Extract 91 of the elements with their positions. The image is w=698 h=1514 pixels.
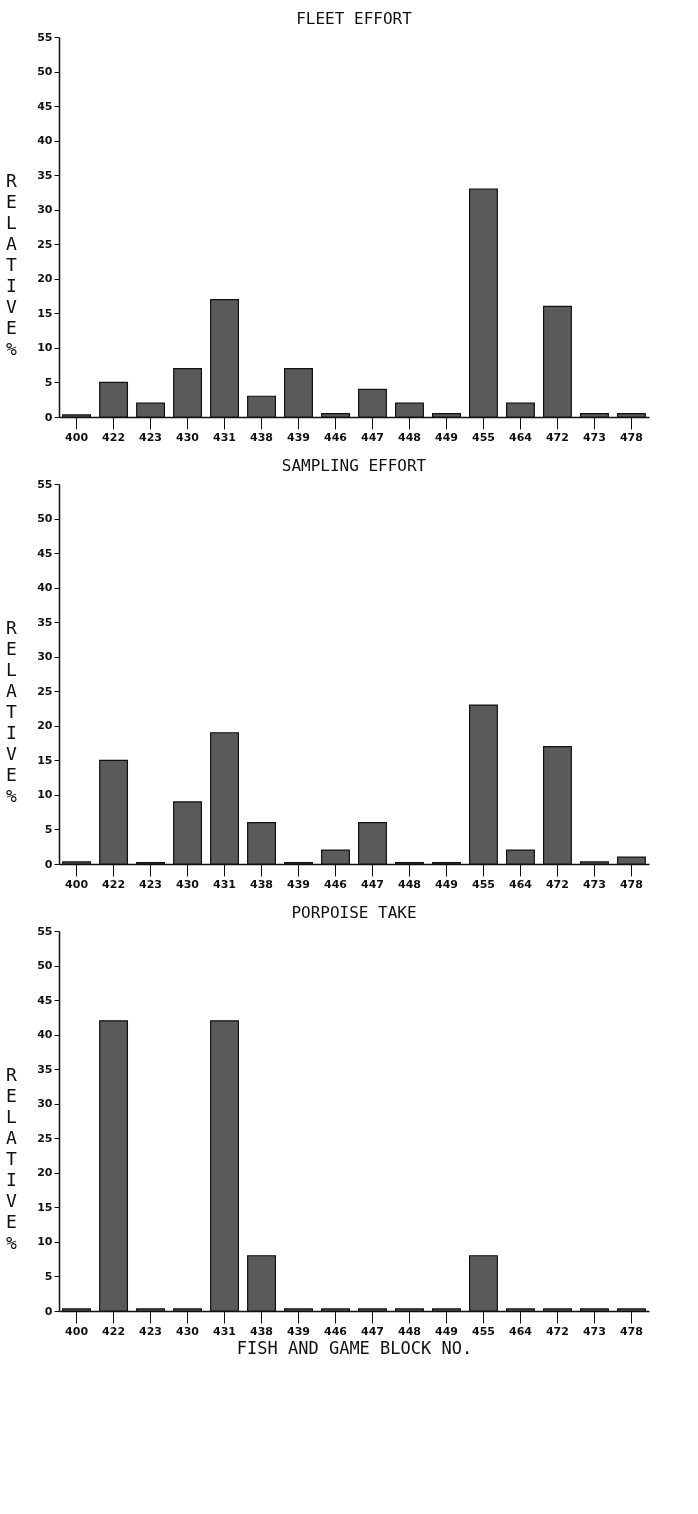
x-tick-label: 455 — [471, 877, 495, 891]
x-tick-label: 455 — [471, 1324, 495, 1338]
x-tick-label: 446 — [324, 877, 348, 891]
y-tick-label: 45 — [37, 546, 53, 560]
x-tick-label: 448 — [398, 430, 421, 444]
y-tick-label: 25 — [37, 684, 53, 698]
x-tick-label: 439 — [287, 1324, 310, 1338]
x-tick-label: 478 — [619, 1324, 643, 1338]
y-tick-label: 55 — [37, 924, 53, 938]
x-tick-label: 422 — [102, 1324, 126, 1338]
x-tick-label: 430 — [176, 877, 200, 891]
y-tick-label: 55 — [37, 477, 53, 491]
y-tick-label: 40 — [37, 581, 53, 595]
text: RELATIVE % — [6, 1064, 17, 1253]
chart-title: SAMPLING EFFORT — [281, 456, 427, 475]
y-tick-label: 50 — [37, 65, 53, 79]
x-tick-label: 422 — [102, 430, 126, 444]
x-tick-label: 438 — [250, 877, 274, 891]
y-tick-label: 5 — [44, 1269, 53, 1283]
y-tick-label: 45 — [37, 993, 53, 1007]
y-tick-label: 15 — [37, 1200, 53, 1214]
x-tick-label: 447 — [361, 877, 384, 891]
x-tick-label: 464 — [508, 430, 533, 444]
x-tick-label: 423 — [139, 430, 163, 444]
chart-title: FLEET EFFORT — [296, 9, 413, 28]
y-tick-label: 5 — [44, 822, 53, 836]
y-tick-label: 40 — [37, 134, 53, 148]
x-tick-label: 431 — [213, 1324, 237, 1338]
y-tick-label: 15 — [37, 753, 53, 767]
x-tick-label: 478 — [619, 430, 643, 444]
x-tick-label: 423 — [139, 877, 163, 891]
x-tick-label: 448 — [398, 1324, 421, 1338]
x-tick-label: 472 — [545, 877, 569, 891]
y-tick-label: 15 — [37, 306, 53, 320]
text: RELATIVE % — [6, 617, 17, 806]
x-tick-label: 430 — [176, 1324, 200, 1338]
x-tick-label: 430 — [176, 430, 200, 444]
x-tick-label: 464 — [508, 1324, 533, 1338]
text: RELATIVE % — [6, 170, 17, 359]
x-tick-label: 473 — [582, 430, 606, 444]
y-tick-label: 50 — [37, 512, 53, 526]
x-tick-label: 478 — [619, 877, 643, 891]
x-tick-label: 423 — [139, 1324, 163, 1338]
x-tick-label: 449 — [434, 1324, 458, 1338]
y-tick-label: 35 — [37, 615, 53, 629]
y-tick-label: 20 — [37, 719, 53, 733]
x-tick-label: 438 — [250, 1324, 274, 1338]
x-tick-label: 449 — [434, 877, 458, 891]
y-tick-label: 20 — [37, 272, 53, 286]
y-tick-label: 35 — [37, 168, 53, 182]
x-tick-label: 472 — [545, 1324, 569, 1338]
x-tick-label: 439 — [287, 877, 310, 891]
x-tick-label: 447 — [361, 1324, 384, 1338]
x-tick-label: 446 — [324, 1324, 348, 1338]
y-tick-label: 10 — [37, 1235, 53, 1249]
y-tick-label: 55 — [37, 30, 53, 44]
y-tick-label: 50 — [37, 959, 53, 973]
x-tick-label: 438 — [250, 430, 274, 444]
chart-title: PORPOISE TAKE — [291, 903, 417, 922]
y-tick-label: 10 — [37, 341, 53, 355]
x-tick-label: 400 — [65, 430, 89, 444]
y-tick-label: 25 — [37, 1131, 53, 1145]
y-tick-label: 20 — [37, 1166, 53, 1180]
x-tick-label: 439 — [287, 430, 310, 444]
x-tick-label: 473 — [582, 877, 606, 891]
y-tick-label: 10 — [37, 788, 53, 802]
y-tick-label: 0 — [44, 410, 53, 424]
y-tick-label: 5 — [44, 375, 53, 389]
y-tick-label: 0 — [44, 857, 53, 871]
y-tick-label: 40 — [37, 1028, 53, 1042]
x-tick-label: 472 — [545, 430, 569, 444]
x-tick-label: 455 — [471, 430, 495, 444]
x-tick-label: 431 — [213, 430, 237, 444]
y-tick-label: 25 — [37, 237, 53, 251]
y-tick-label: 35 — [37, 1062, 53, 1076]
x-tick-label: 446 — [324, 430, 348, 444]
x-tick-label: 449 — [434, 430, 458, 444]
y-tick-label: 30 — [37, 203, 53, 217]
x-tick-label: 447 — [361, 430, 384, 444]
x-axis-title: FISH AND GAME BLOCK NO. — [236, 1337, 473, 1358]
y-tick-label: 30 — [37, 650, 53, 664]
x-tick-label: 422 — [102, 877, 126, 891]
x-tick-label: 400 — [65, 877, 89, 891]
y-tick-label: 0 — [44, 1304, 53, 1318]
x-tick-label: 464 — [508, 877, 533, 891]
x-tick-label: 473 — [582, 1324, 606, 1338]
y-tick-label: 45 — [37, 99, 53, 113]
y-tick-label: 30 — [37, 1097, 53, 1111]
x-tick-label: 400 — [65, 1324, 89, 1338]
x-tick-label: 448 — [398, 877, 421, 891]
x-tick-label: 431 — [213, 877, 237, 891]
